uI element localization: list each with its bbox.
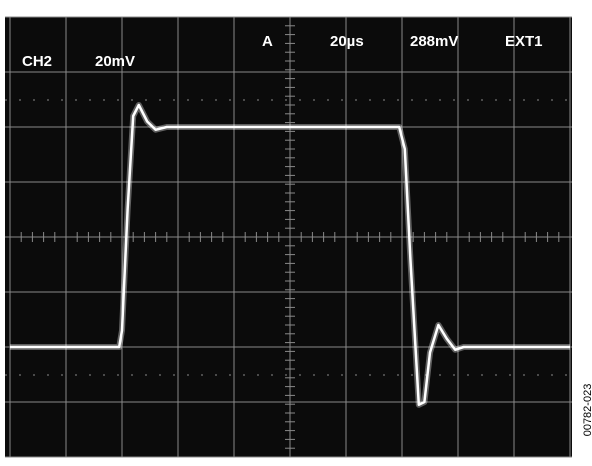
timebase-label: A (262, 33, 273, 50)
chart: CH2 20mV A 20µs 288mV EXT1 00782-023 (0, 0, 592, 461)
time-per-div: 20µs (330, 33, 364, 50)
figure-id: 00782-023 (582, 384, 592, 437)
volts-per-div: 20mV (95, 53, 135, 70)
trigger-source: EXT1 (505, 33, 543, 50)
trigger-level: 288mV (410, 33, 458, 50)
channel-label: CH2 (22, 53, 52, 70)
